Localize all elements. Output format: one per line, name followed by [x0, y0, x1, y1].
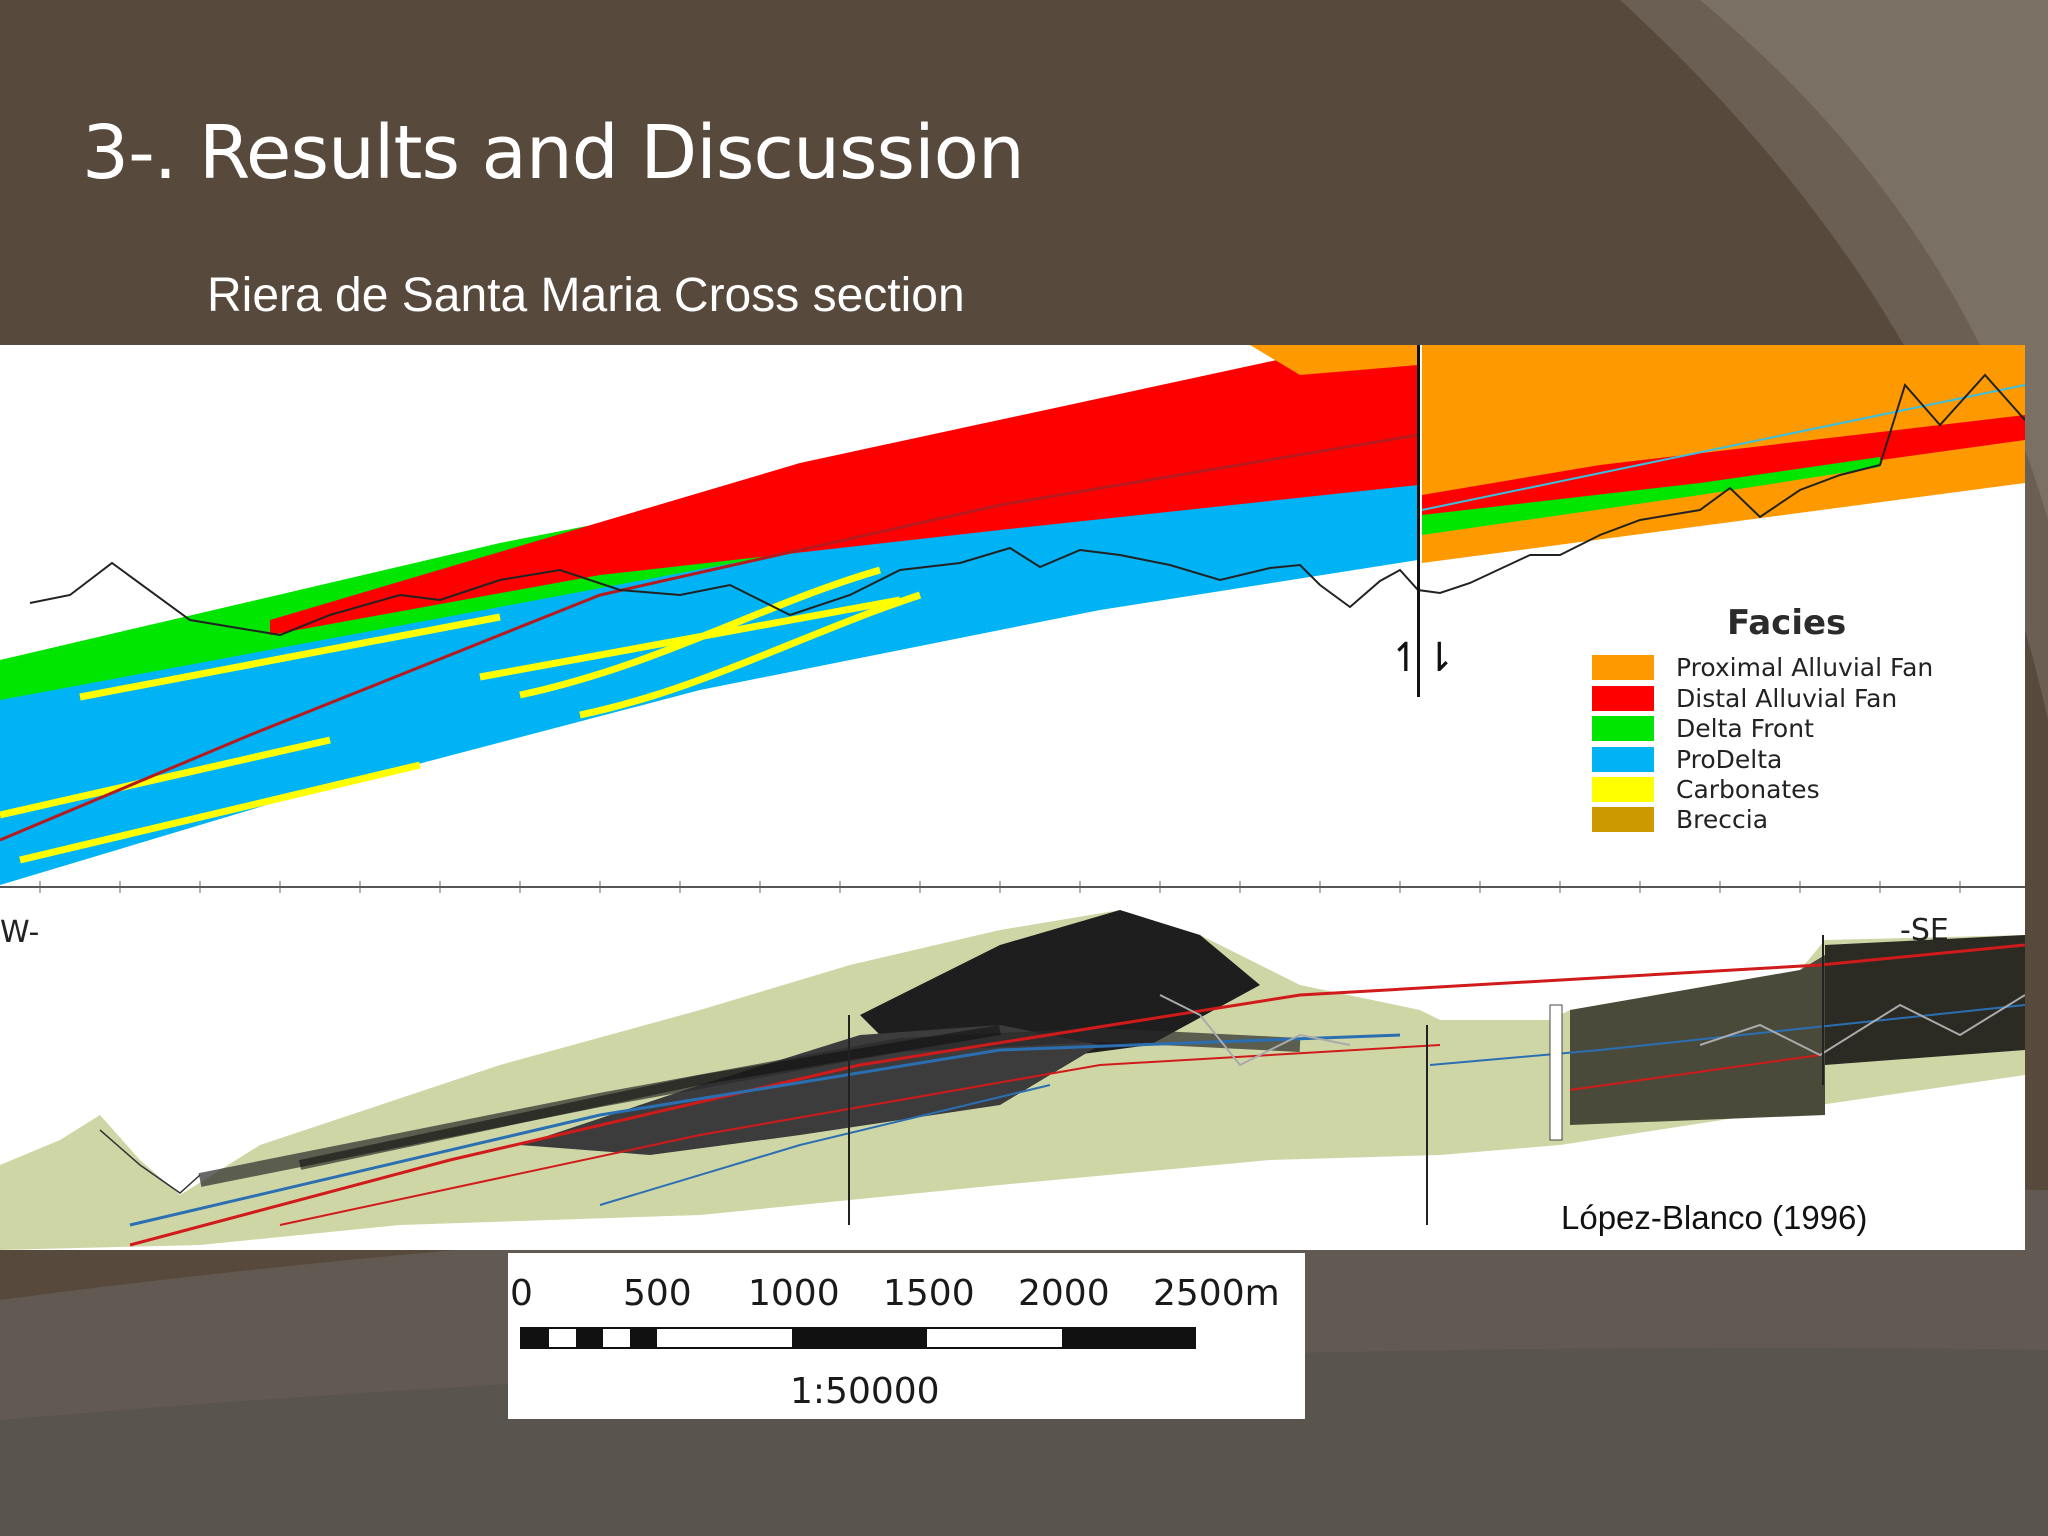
slide-subtitle: Riera de Santa Maria Cross section	[207, 269, 965, 322]
figure-credit: López-Blanco (1996)	[1561, 1199, 1868, 1236]
topography-line	[29, 373, 2025, 637]
scale-bar-segment	[792, 1329, 927, 1347]
fault-movement-symbol: ↿⇂	[1389, 635, 1457, 681]
cross-section-drawing	[0, 345, 2025, 1250]
slide-title: 3-. Results and Discussion	[82, 110, 1025, 196]
fault-line	[1417, 345, 1420, 697]
legend-label: Distal Alluvial Fan	[1676, 684, 1898, 713]
scale-ratio: 1:50000	[790, 1371, 940, 1412]
scale-tick-label: 0	[510, 1273, 533, 1314]
legend-label: Delta Front	[1676, 714, 1814, 743]
legend-label: Proximal Alluvial Fan	[1676, 653, 1934, 682]
geological-sketch	[0, 910, 2025, 1250]
orientation-label-west: W-	[0, 915, 40, 950]
scale-tick-label: 500	[623, 1273, 692, 1314]
orientation-label-southeast: -SE	[1900, 913, 1949, 948]
facies-delta-front-right	[1422, 457, 1880, 535]
legend-swatch	[1592, 716, 1654, 741]
scale-bar-segment	[1062, 1329, 1196, 1347]
facies-prodelta-layer	[0, 407, 1418, 885]
legend-swatch	[1592, 686, 1654, 711]
facies-proximal-fan-upper-left	[1250, 345, 1418, 375]
facies-model	[0, 345, 2025, 885]
legend-swatch	[1592, 747, 1654, 772]
legend-title: Facies	[1727, 603, 1847, 643]
scale-bar	[520, 1327, 1196, 1349]
legend-swatch	[1592, 777, 1654, 802]
scale-tick-label: 1000	[748, 1273, 840, 1314]
cross-section-figure: ↿⇂ Facies Proximal Alluvial Fan Distal A…	[0, 345, 2025, 1250]
scale-bar-panel: 0 500 1000 1500 2000 2500m 1:50000	[508, 1253, 1305, 1419]
facies-distal-fan-layer	[270, 345, 1418, 635]
scale-bar-segment	[522, 1329, 549, 1347]
scale-tick-label: 2000	[1018, 1273, 1110, 1314]
scale-tick-label: 2500m	[1153, 1273, 1280, 1314]
scale-bar-segment	[576, 1329, 603, 1347]
legend-swatch	[1592, 655, 1654, 680]
scale-tick-label: 1500	[883, 1273, 975, 1314]
legend-swatch	[1592, 807, 1654, 832]
legend-label: Carbonates	[1676, 775, 1820, 804]
facies-distal-fan-right	[1422, 415, 2025, 525]
legend-label: Breccia	[1676, 805, 1769, 834]
legend-label: ProDelta	[1676, 745, 1783, 774]
scale-bar-segment	[630, 1329, 657, 1347]
